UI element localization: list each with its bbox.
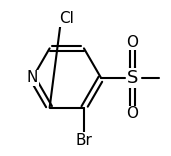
Text: Br: Br — [76, 133, 92, 148]
Text: Cl: Cl — [59, 11, 74, 26]
Text: N: N — [27, 71, 38, 85]
Text: O: O — [126, 35, 138, 50]
Text: S: S — [127, 69, 138, 87]
Text: O: O — [126, 106, 138, 121]
